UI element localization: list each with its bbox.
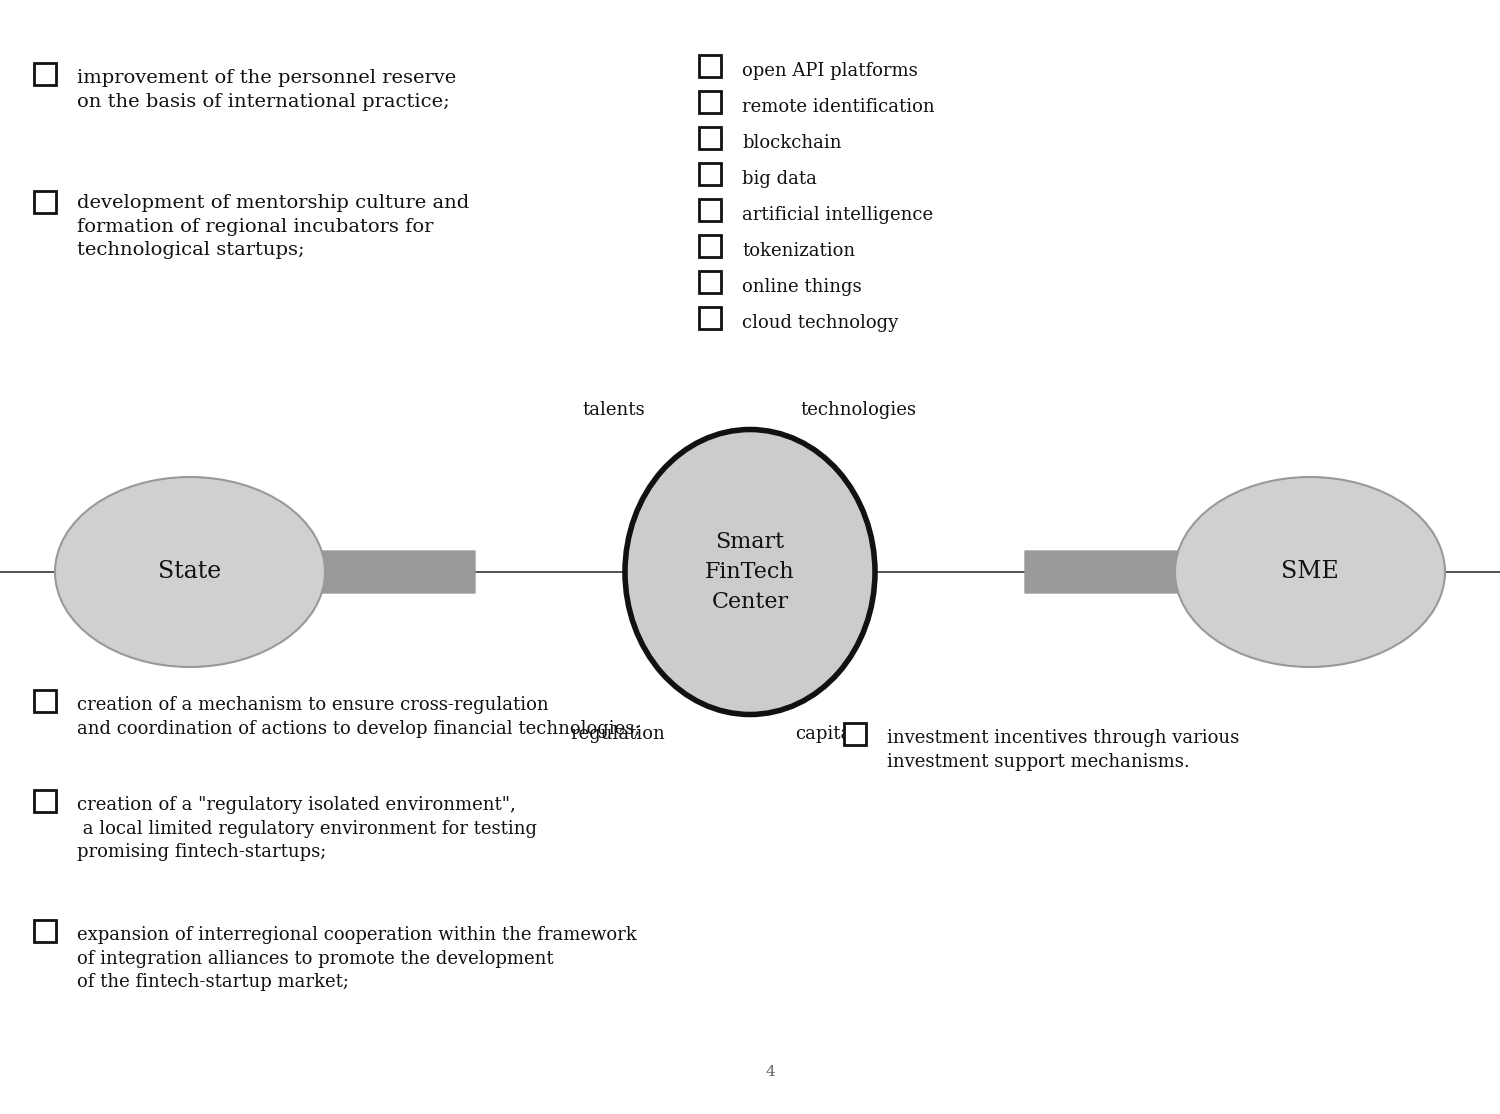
- FancyBboxPatch shape: [34, 920, 56, 942]
- Text: regulation: regulation: [570, 725, 664, 743]
- FancyArrow shape: [260, 536, 476, 608]
- Text: open API platforms: open API platforms: [742, 62, 918, 80]
- Ellipse shape: [56, 477, 326, 667]
- FancyBboxPatch shape: [34, 790, 56, 812]
- FancyArrow shape: [1024, 536, 1240, 608]
- FancyBboxPatch shape: [699, 271, 721, 293]
- Text: improvement of the personnel reserve
on the basis of international practice;: improvement of the personnel reserve on …: [76, 69, 456, 110]
- Text: tokenization: tokenization: [742, 242, 855, 260]
- FancyBboxPatch shape: [34, 690, 56, 712]
- FancyBboxPatch shape: [699, 163, 721, 185]
- Text: remote identification: remote identification: [742, 98, 934, 116]
- Text: capital: capital: [795, 725, 856, 743]
- Text: blockchain: blockchain: [742, 134, 842, 152]
- FancyBboxPatch shape: [699, 55, 721, 77]
- Text: investment incentives through various
investment support mechanisms.: investment incentives through various in…: [886, 729, 1239, 771]
- Text: 4: 4: [765, 1065, 776, 1079]
- Text: big data: big data: [742, 170, 818, 188]
- Text: online things: online things: [742, 278, 861, 296]
- Text: creation of a "regulatory isolated environment",
 a local limited regulatory env: creation of a "regulatory isolated envir…: [76, 797, 537, 861]
- Ellipse shape: [1174, 477, 1444, 667]
- Text: artificial intelligence: artificial intelligence: [742, 206, 933, 224]
- FancyBboxPatch shape: [699, 235, 721, 257]
- Text: technologies: technologies: [800, 401, 916, 419]
- FancyBboxPatch shape: [699, 127, 721, 149]
- Ellipse shape: [626, 430, 874, 714]
- FancyBboxPatch shape: [699, 307, 721, 329]
- Text: Smart
FinTech
Center: Smart FinTech Center: [705, 530, 795, 614]
- FancyBboxPatch shape: [699, 199, 721, 221]
- Text: talents: talents: [582, 401, 645, 419]
- Text: cloud technology: cloud technology: [742, 314, 898, 332]
- Text: creation of a mechanism to ensure cross-regulation
and coordination of actions t: creation of a mechanism to ensure cross-…: [76, 696, 640, 737]
- FancyBboxPatch shape: [34, 190, 56, 213]
- FancyBboxPatch shape: [699, 91, 721, 113]
- Text: expansion of interregional cooperation within the framework
of integration allia: expansion of interregional cooperation w…: [76, 926, 636, 991]
- Text: State: State: [159, 560, 222, 584]
- FancyBboxPatch shape: [34, 63, 56, 85]
- FancyBboxPatch shape: [844, 723, 865, 745]
- Text: SME: SME: [1281, 560, 1340, 584]
- Text: development of mentorship culture and
formation of regional incubators for
techn: development of mentorship culture and fo…: [76, 194, 470, 260]
